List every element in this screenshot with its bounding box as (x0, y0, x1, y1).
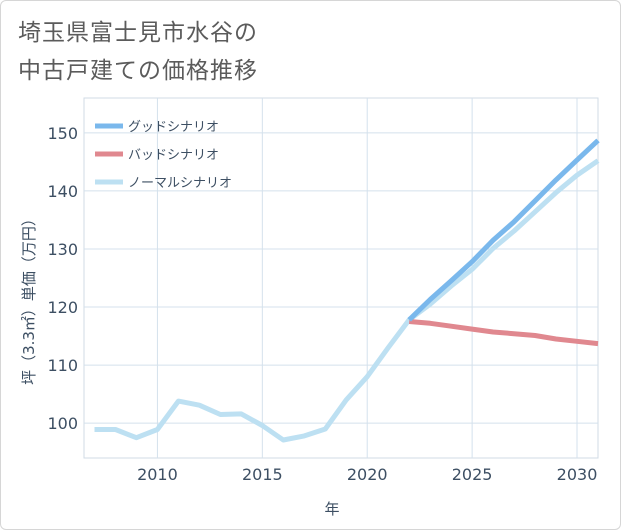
y-axis-ticks: 100 110 120 130 140 150 (47, 124, 78, 433)
x-tick-label: 2010 (137, 465, 178, 484)
x-axis-ticks: 2010 2015 2020 2025 2030 (137, 465, 597, 484)
series-lines (94, 138, 600, 443)
x-tick-label: 2025 (452, 465, 493, 484)
legend-label-bad: バッドシナリオ (128, 148, 219, 163)
x-axis-label: 年 (324, 500, 339, 518)
x-tick-label: 2030 (557, 465, 598, 484)
title-line-1: 埼玉県富士見市水谷の (18, 20, 258, 46)
x-tick-label: 2015 (242, 465, 283, 484)
series-line-normal (94, 158, 600, 443)
y-tick-label: 140 (47, 182, 78, 201)
x-tick-label: 2020 (347, 465, 388, 484)
y-axis-label: 坪（3.3㎡）単価（万円） (20, 211, 38, 385)
y-tick-label: 150 (47, 124, 78, 143)
y-tick-label: 110 (47, 356, 78, 375)
y-tick-label: 130 (47, 240, 78, 259)
legend-label-normal: ノーマルシナリオ (128, 176, 232, 191)
y-tick-label: 100 (47, 414, 78, 433)
plot-area-border (83, 97, 599, 459)
title-line-2: 中古戸建ての価格推移 (18, 58, 258, 84)
series-line-good (407, 138, 600, 322)
page-title: 埼玉県富士見市水谷の 中古戸建ての価格推移 (18, 14, 608, 90)
y-tick-label: 120 (47, 298, 78, 317)
legend-label-good: グッドシナリオ (128, 120, 219, 135)
series-line-bad (408, 319, 599, 347)
